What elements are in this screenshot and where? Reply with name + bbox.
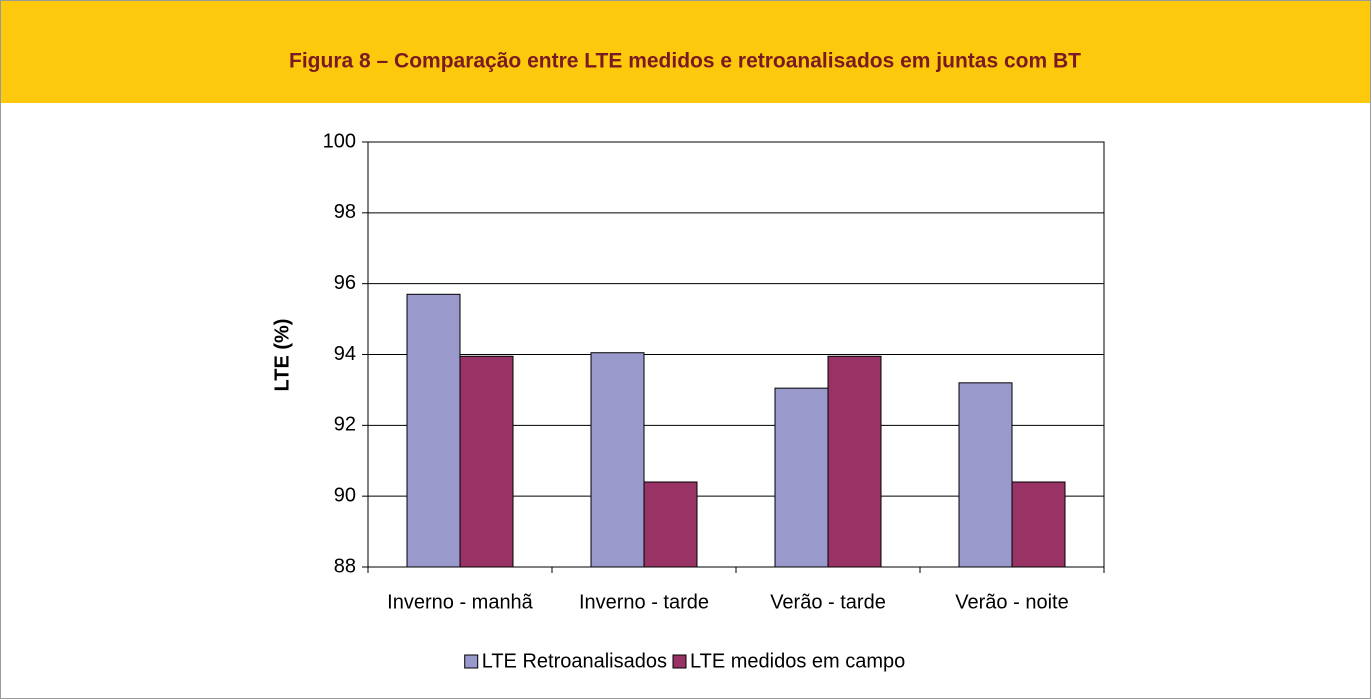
y-tick-label: 88 xyxy=(334,555,356,577)
legend-label: LTE Retroanalisados xyxy=(482,650,667,672)
y-tick-label: 90 xyxy=(334,484,356,506)
x-tick-label: Inverno - tarde xyxy=(579,591,709,613)
y-tick-label: 100 xyxy=(323,130,356,152)
header xyxy=(1,1,1370,103)
chart-title: Figura 8 – Comparação entre LTE medidos … xyxy=(289,50,1081,73)
x-tick-label: Verão - tarde xyxy=(770,591,886,613)
y-tick-label: 98 xyxy=(334,201,356,223)
legend-swatch xyxy=(672,654,687,669)
bar xyxy=(459,355,514,568)
y-axis-label: LTE (%) xyxy=(271,319,293,392)
bar xyxy=(1011,481,1066,568)
x-tick-label: Inverno - manhã xyxy=(387,591,534,613)
bar xyxy=(958,382,1013,568)
bar xyxy=(827,355,882,568)
legend-swatch xyxy=(464,654,479,669)
bar xyxy=(590,352,645,568)
y-tick-label: 96 xyxy=(334,272,356,294)
bar xyxy=(774,387,829,568)
x-tick-label: Verão - noite xyxy=(955,591,1068,613)
y-tick-label: 92 xyxy=(334,414,356,436)
bar xyxy=(643,481,698,568)
y-tick-label: 94 xyxy=(334,343,356,365)
bar xyxy=(406,293,461,568)
legend-label: LTE medidos em campo xyxy=(690,650,905,672)
